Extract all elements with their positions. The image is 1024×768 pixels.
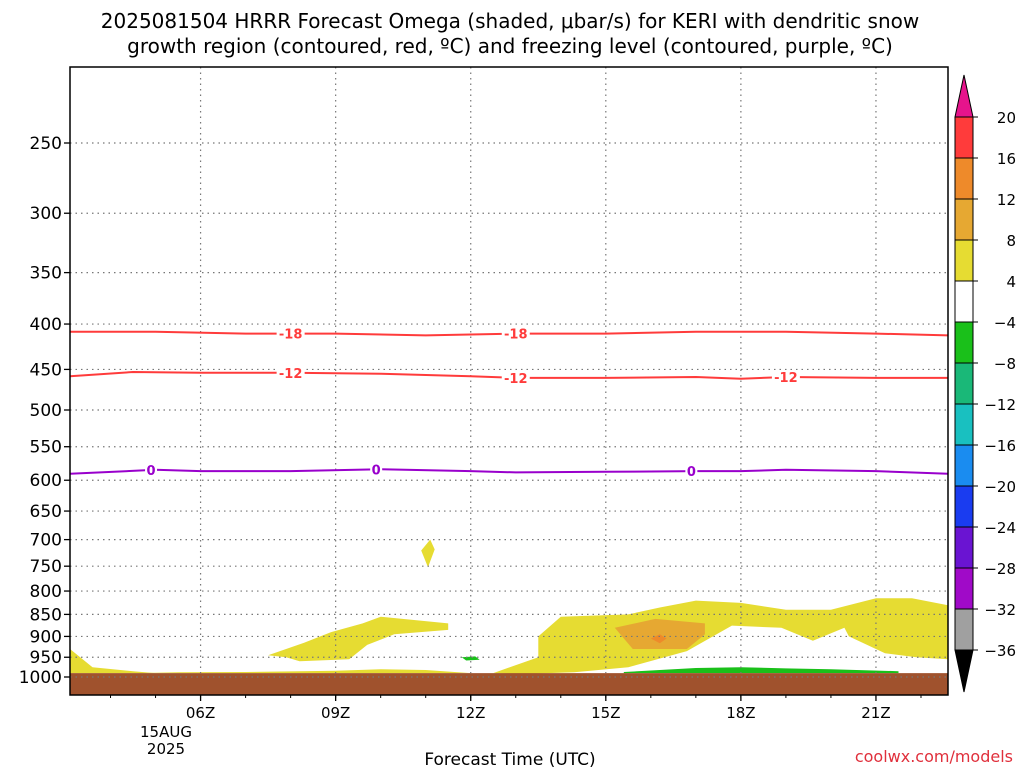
omega-region-5 bbox=[614, 618, 705, 649]
y-tick-label-700: 700 bbox=[30, 531, 62, 551]
colorbar-segment-7 bbox=[954, 403, 974, 446]
colorbar-label-2: 12 bbox=[997, 191, 1016, 209]
colorbar-segment-10 bbox=[954, 526, 974, 569]
x-tick-label-15Z: 15Z bbox=[591, 704, 620, 722]
colorbar-label-3: 8 bbox=[1006, 232, 1016, 250]
y-tick-label-600: 600 bbox=[30, 471, 62, 491]
y-tick-label-450: 450 bbox=[30, 360, 62, 380]
colorbar-segment-12 bbox=[954, 608, 974, 651]
date-label-day: 15AUG bbox=[140, 723, 192, 741]
colorbar: 20 16 12 8 4 −4 −8 −12 −16 −20 −24 −28 −32 −36 bbox=[954, 74, 1016, 693]
colorbar-segment-0 bbox=[954, 116, 974, 159]
omega-region-6 bbox=[650, 634, 667, 644]
contour-label-bg--18-0 bbox=[276, 326, 305, 341]
colorbar-label-9: −20 bbox=[984, 478, 1016, 496]
colorbar-segment-11 bbox=[954, 567, 974, 610]
x-tick-label-21Z: 21Z bbox=[861, 704, 890, 722]
omega-region-0 bbox=[70, 649, 156, 674]
y-tick-label-750: 750 bbox=[30, 557, 62, 577]
colorbar-segment-6 bbox=[954, 362, 974, 405]
omega-region-1 bbox=[137, 669, 471, 674]
colorbar-segment-8 bbox=[954, 444, 974, 487]
colorbar-top-arrow bbox=[954, 74, 974, 118]
y-tick-label-650: 650 bbox=[30, 502, 62, 522]
colorbar-segment-2 bbox=[954, 198, 974, 241]
contour-label--12-1: -12 bbox=[504, 372, 528, 387]
contour-label--12-2: -12 bbox=[774, 371, 798, 386]
y-tick-label-850: 850 bbox=[30, 605, 62, 625]
colorbar-bottom-arrow bbox=[954, 649, 974, 693]
y-tick-label-350: 350 bbox=[30, 264, 62, 284]
colorbar-label-1: 16 bbox=[997, 150, 1016, 168]
chart-title-line-2: growth region (contoured, red, ºC) and f… bbox=[127, 34, 893, 58]
grid bbox=[70, 67, 948, 678]
x-axis: 06Z 09Z 12Z 15Z 18Z 21Z bbox=[110, 695, 922, 722]
colorbar-label-5: −4 bbox=[994, 314, 1016, 332]
colorbar-label-4: 4 bbox=[1006, 273, 1016, 291]
contour-label-bg--12-0 bbox=[276, 365, 305, 380]
omega-region-4 bbox=[493, 598, 948, 674]
colorbar-label-7: −12 bbox=[984, 396, 1016, 414]
contour-label-bg-0-2 bbox=[685, 464, 698, 479]
colorbar-label-12: −32 bbox=[984, 601, 1016, 619]
colorbar-label-11: −28 bbox=[984, 560, 1016, 578]
x-tick-label-09Z: 09Z bbox=[321, 704, 350, 722]
y-tick-label-250: 250 bbox=[30, 134, 62, 154]
y-tick-label-950: 950 bbox=[30, 648, 62, 668]
omega-region-2 bbox=[268, 616, 449, 662]
contour-label--18-0: -18 bbox=[279, 328, 303, 343]
x-axis-title: Forecast Time (UTC) bbox=[424, 750, 595, 768]
x-tick-label-18Z: 18Z bbox=[726, 704, 755, 722]
y-tick-label-500: 500 bbox=[30, 401, 62, 421]
contour-label--12-0: -12 bbox=[279, 367, 303, 382]
colorbar-segment-9 bbox=[954, 485, 974, 528]
contour-label-0-2: 0 bbox=[687, 465, 696, 480]
colorbar-segment-1 bbox=[954, 157, 974, 200]
contour-label-bg--12-1 bbox=[501, 370, 530, 385]
chart-title-line-1: 2025081504 HRRR Forecast Omega (shaded, … bbox=[101, 9, 919, 33]
colorbar-label-13: −36 bbox=[984, 642, 1016, 660]
y-tick-label-550: 550 bbox=[30, 438, 62, 458]
contour-label-bg-0-1 bbox=[370, 462, 383, 477]
plot-frame bbox=[69, 66, 949, 696]
x-tick-label-06Z: 06Z bbox=[186, 704, 215, 722]
y-axis: 2503003504004505005506006507007508008509… bbox=[19, 134, 70, 688]
y-tick-label-800: 800 bbox=[30, 582, 62, 602]
omega-region-8 bbox=[623, 667, 899, 674]
colorbar-label-8: −16 bbox=[984, 437, 1016, 455]
colorbar-label-0: 20 bbox=[997, 109, 1016, 127]
x-tick-label-12Z: 12Z bbox=[456, 704, 485, 722]
colorbar-segment-4 bbox=[954, 280, 974, 323]
contour-label-0-0: 0 bbox=[147, 464, 156, 479]
credit-link[interactable]: coolwx.com/models bbox=[855, 747, 1013, 766]
y-tick-label-400: 400 bbox=[30, 315, 62, 335]
y-tick-label-300: 300 bbox=[30, 204, 62, 224]
omega-region-3 bbox=[421, 539, 435, 568]
contour-label-bg--18-1 bbox=[501, 326, 530, 341]
colorbar-label-6: −8 bbox=[994, 355, 1016, 373]
colorbar-segment-5 bbox=[954, 321, 974, 364]
contour-label-bg--12-2 bbox=[771, 370, 800, 385]
contour-0 bbox=[70, 468, 948, 475]
plot-area: -18 -18 -12 -12 -12 0 0 0 bbox=[69, 66, 949, 696]
y-tick-label-1000: 1000 bbox=[19, 668, 62, 688]
contour-label-bg-0-0 bbox=[145, 463, 158, 478]
date-label-year: 2025 bbox=[147, 740, 185, 758]
contour-label-0-1: 0 bbox=[372, 463, 381, 478]
y-tick-label-900: 900 bbox=[30, 627, 62, 647]
colorbar-label-10: −24 bbox=[984, 519, 1016, 537]
contour-label--18-1: -18 bbox=[504, 328, 528, 343]
colorbar-segment-3 bbox=[954, 239, 974, 282]
ground bbox=[70, 673, 948, 695]
